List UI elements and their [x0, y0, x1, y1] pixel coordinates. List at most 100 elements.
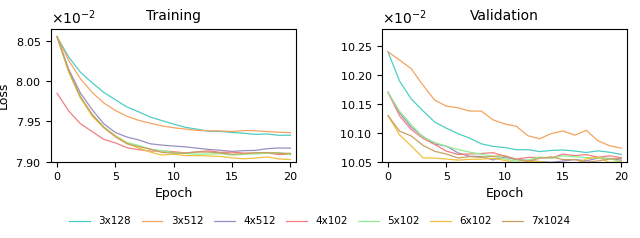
3x512: [53, 35, 61, 38]
3x512: [582, 129, 590, 132]
3x512: [100, 101, 108, 104]
4x512: [582, 159, 590, 162]
4x102: [135, 148, 143, 151]
6x102: [419, 156, 427, 159]
6x102: [240, 157, 248, 160]
4x512: [158, 144, 166, 147]
7x1024: [135, 145, 143, 148]
3x512: [524, 134, 532, 137]
4x102: [287, 153, 294, 156]
3x128: [559, 149, 567, 151]
5x102: [547, 157, 555, 160]
5x102: [287, 153, 294, 156]
6x102: [466, 158, 474, 161]
4x102: [170, 150, 177, 153]
3x128: [442, 127, 450, 129]
3x512: [124, 115, 131, 118]
4x512: [559, 160, 567, 163]
5x102: [513, 160, 520, 163]
7x1024: [442, 153, 450, 155]
3x512: [501, 123, 509, 125]
4x102: [263, 152, 271, 154]
Line: 6x102: 6x102: [57, 37, 291, 159]
Line: 4x102: 4x102: [388, 92, 621, 159]
7x1024: [88, 113, 96, 116]
6x102: [594, 156, 602, 159]
5x102: [466, 151, 474, 154]
5x102: [477, 153, 485, 156]
3x512: [513, 125, 520, 128]
Legend: 3x128, 3x512, 4x512, 4x102, 5x102, 6x102, 7x1024: 3x128, 3x512, 4x512, 4x102, 5x102, 6x102…: [65, 212, 575, 230]
5x102: [88, 113, 96, 115]
4x102: [111, 141, 119, 144]
5x102: [147, 148, 154, 151]
6x102: [53, 35, 61, 38]
3x128: [477, 142, 485, 145]
3x512: [182, 128, 189, 130]
4x102: [594, 156, 602, 159]
3x512: [252, 129, 259, 132]
3x512: [594, 139, 602, 142]
7x1024: [216, 152, 224, 154]
4x512: [396, 111, 403, 114]
3x512: [158, 124, 166, 127]
7x1024: [77, 95, 84, 98]
3x128: [536, 150, 543, 153]
4x512: [240, 149, 248, 152]
7x1024: [606, 158, 614, 160]
3x128: [287, 134, 294, 137]
5x102: [111, 134, 119, 137]
3x512: [419, 84, 427, 87]
7x1024: [287, 152, 294, 155]
7x1024: [408, 134, 415, 137]
7x1024: [124, 142, 131, 145]
3x512: [193, 129, 201, 132]
4x102: [419, 137, 427, 140]
4x512: [489, 159, 497, 161]
3x128: [384, 50, 392, 53]
4x512: [477, 155, 485, 158]
4x512: [419, 135, 427, 138]
5x102: [419, 136, 427, 139]
6x102: [408, 145, 415, 148]
5x102: [442, 145, 450, 148]
4x512: [513, 158, 520, 161]
3x128: [252, 133, 259, 136]
7x1024: [571, 158, 579, 161]
3x128: [158, 119, 166, 122]
4x102: [513, 158, 520, 161]
4x102: [477, 152, 485, 155]
6x102: [524, 160, 532, 163]
4x102: [547, 157, 555, 159]
4x512: [135, 139, 143, 141]
4x512: [124, 136, 131, 139]
7x1024: [263, 151, 271, 154]
3x128: [454, 132, 462, 135]
5x102: [559, 154, 567, 157]
7x1024: [477, 156, 485, 159]
3x512: [559, 129, 567, 132]
3x512: [275, 131, 283, 134]
4x512: [287, 147, 294, 149]
3x512: [431, 99, 438, 101]
4x512: [100, 122, 108, 125]
3x128: [216, 130, 224, 133]
5x102: [582, 156, 590, 159]
5x102: [216, 152, 224, 155]
Line: 7x1024: 7x1024: [57, 37, 291, 154]
5x102: [594, 157, 602, 159]
4x102: [524, 156, 532, 159]
3x128: [431, 121, 438, 124]
6x102: [477, 158, 485, 161]
3x128: [77, 71, 84, 74]
6x102: [88, 115, 96, 118]
3x512: [263, 130, 271, 133]
6x102: [100, 126, 108, 129]
7x1024: [582, 161, 590, 164]
3x512: [547, 132, 555, 135]
6x102: [228, 156, 236, 159]
3x128: [88, 81, 96, 84]
3x128: [524, 148, 532, 151]
4x102: [205, 149, 212, 152]
4x512: [275, 147, 283, 149]
